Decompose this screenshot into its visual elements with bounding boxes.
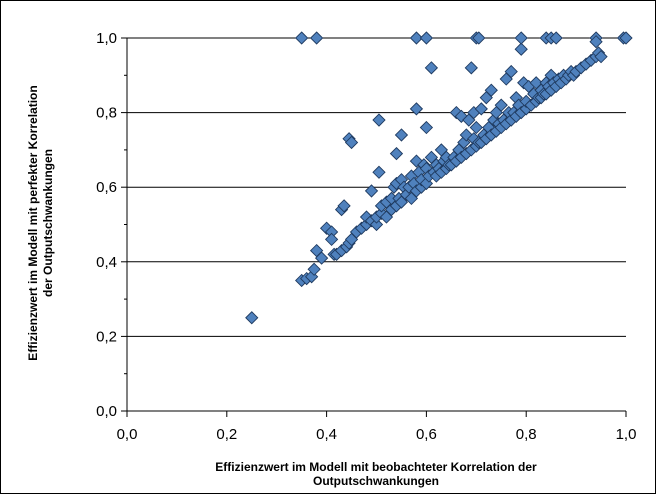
y-axis-title-line-2: der Outputschwankungen [41, 149, 55, 297]
data-point [295, 31, 309, 45]
y-tick-label: 0,0 [96, 403, 117, 420]
data-point [424, 61, 439, 75]
x-tick-label: 0,0 [117, 426, 138, 443]
data-point [364, 184, 379, 198]
data-point [619, 31, 633, 45]
data-point [394, 128, 409, 142]
data-point [594, 50, 608, 64]
data-point [469, 120, 483, 135]
data-point [344, 135, 359, 150]
data-point [372, 113, 386, 127]
data-point [494, 98, 508, 112]
axes [121, 37, 627, 417]
data-point [472, 31, 486, 45]
x-axis-title-line-1: Effizienzwert im Modell mit beobachteter… [215, 460, 537, 474]
data-point [324, 232, 339, 247]
y-tick-label: 1,0 [96, 30, 117, 47]
data-point [409, 102, 424, 116]
data-point [474, 102, 488, 116]
x-tick-label: 0,4 [316, 426, 337, 443]
data-point [484, 83, 498, 97]
data-point [245, 311, 259, 325]
x-tick-label: 0,6 [416, 426, 437, 443]
data-point [409, 31, 424, 45]
y-tick-label: 0,6 [96, 179, 117, 196]
y-tick-label: 0,8 [96, 105, 117, 122]
data-point [314, 251, 329, 265]
x-tick-label: 1,0 [616, 426, 637, 443]
x-axis-title-line-2: Outputschwankungen [313, 474, 439, 488]
y-tick-label: 0,4 [96, 254, 117, 271]
data-point [464, 61, 478, 75]
data-point [419, 120, 434, 135]
data-point [514, 42, 528, 56]
data-point [514, 31, 528, 45]
data-points [245, 31, 633, 325]
data-point [372, 165, 386, 179]
data-point [589, 35, 603, 49]
gridlines [127, 37, 626, 337]
data-point [389, 146, 404, 161]
data-point [504, 64, 518, 79]
y-tick-labels: 0,0 0,2 0,4 0,6 0,8 1,0 [96, 30, 117, 420]
x-tick-label: 0,2 [216, 426, 237, 443]
data-point [549, 31, 563, 45]
data-point [309, 31, 324, 45]
data-point [307, 262, 321, 276]
y-axis-title-line-1: Effizienzwert im Modell mit perfekter Ko… [26, 85, 40, 360]
data-point [419, 31, 434, 45]
x-tick-labels: 0,0 0,2 0,4 0,6 0,8 1,0 [117, 426, 637, 443]
x-tick-label: 0,8 [516, 426, 537, 443]
y-tick-label: 0,2 [96, 328, 117, 345]
data-point [337, 199, 351, 213]
data-point [369, 217, 384, 232]
